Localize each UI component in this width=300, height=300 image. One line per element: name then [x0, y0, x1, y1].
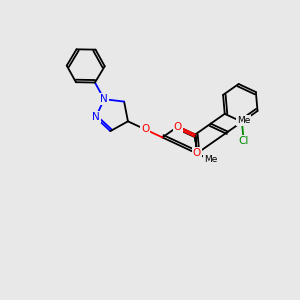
Text: O: O — [174, 122, 182, 131]
Text: N: N — [100, 94, 108, 104]
Text: N: N — [92, 112, 100, 122]
Text: O: O — [141, 124, 149, 134]
Text: Me: Me — [237, 116, 250, 125]
Text: O: O — [193, 148, 201, 158]
Text: Me: Me — [204, 155, 217, 164]
Text: Cl: Cl — [238, 136, 249, 146]
